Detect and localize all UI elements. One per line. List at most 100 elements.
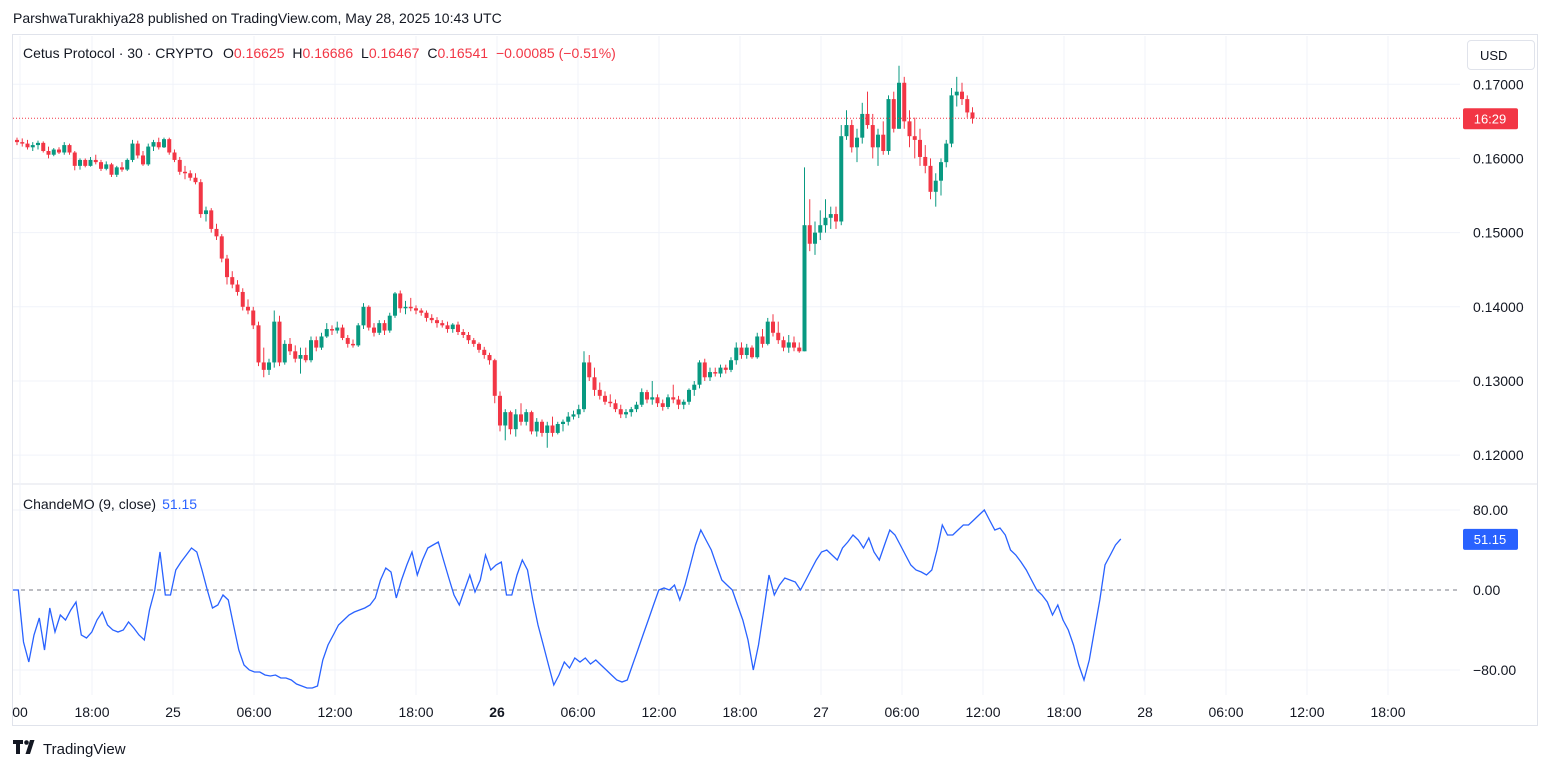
candle-body: [172, 152, 177, 160]
candle-body: [351, 343, 355, 346]
candle-body: [393, 293, 397, 316]
candle-body: [456, 324, 460, 333]
candle-body: [513, 414, 518, 430]
candle-body: [20, 142, 25, 144]
candle-body: [141, 155, 145, 165]
candle-body: [146, 146, 151, 165]
candle-body: [230, 277, 235, 285]
currency-button[interactable]: USD: [1467, 40, 1535, 70]
candle-body: [256, 325, 261, 363]
high-value: 0.16686: [302, 45, 354, 61]
time-axis[interactable]: 00 18:00 25 06:00 12:00 18:00 26 06:00 12:00 18:0…: [12, 704, 1406, 720]
candle-body: [723, 367, 728, 370]
candle-body: [676, 399, 681, 405]
price-axis[interactable]: 0.17000 0.16000 0.15000 0.14000 0.13000 0.120…: [1473, 76, 1524, 463]
candle-body: [618, 409, 623, 415]
candle-body: [792, 342, 796, 348]
candle-body: [797, 347, 802, 352]
candle-body: [78, 159, 82, 166]
candle-body: [681, 401, 686, 405]
candle-body: [765, 321, 770, 344]
candle-body: [697, 362, 702, 385]
candle-body: [267, 362, 271, 370]
candle-body: [492, 360, 497, 396]
candle-body: [692, 384, 697, 390]
time-tick-label: 27: [813, 704, 829, 720]
candle-body: [193, 177, 198, 183]
candle-body: [251, 310, 256, 326]
oscillator-tick-label: 0.00: [1473, 582, 1500, 598]
candle-body: [713, 372, 718, 374]
time-tick-label: 12:00: [317, 704, 352, 720]
candle-body: [72, 152, 77, 166]
oscillator-value-tag-text: 51.15: [1474, 532, 1507, 547]
candle-body: [566, 416, 571, 422]
candle-body: [272, 321, 277, 363]
axis-tags: 16:29 51.15: [1463, 108, 1518, 550]
symbol-name[interactable]: Cetus Protocol · 30 · CRYPTO: [23, 45, 214, 61]
candle-body: [240, 291, 245, 307]
close-value: 0.16541: [437, 45, 489, 61]
time-tick-label: 18:00: [1370, 704, 1405, 720]
candle-body: [545, 425, 550, 433]
candle-body: [57, 149, 61, 153]
oscillator-name: ChandeMO (9, close): [23, 496, 157, 512]
candle-body: [624, 412, 628, 415]
candle-body: [823, 217, 828, 226]
candle-body: [324, 329, 329, 337]
candle-body: [156, 142, 161, 148]
candle-body: [923, 156, 928, 166]
tradingview-logo-text: TradingView: [43, 741, 126, 758]
countdown-tag-text: 16:29: [1474, 111, 1507, 126]
candle-body: [813, 232, 817, 244]
time-tick-label: 06:00: [1208, 704, 1243, 720]
candle-body: [865, 113, 870, 126]
candle-body: [429, 317, 434, 321]
price-tick-label: 0.15000: [1473, 225, 1524, 241]
candle-body: [424, 312, 429, 318]
chandemo-line: [13, 508, 1122, 689]
time-tick-label: 25: [165, 704, 181, 720]
candle-body: [15, 139, 19, 143]
candle-body: [839, 136, 844, 222]
oscillator-tick-label: −80.00: [1473, 662, 1516, 678]
candle-body: [361, 306, 366, 326]
time-tick-label: 12:00: [965, 704, 1000, 720]
time-tick-label: 00: [12, 704, 28, 720]
time-tick-label: 26: [489, 704, 505, 720]
candle-body: [629, 409, 634, 413]
grid-lines: [12, 36, 1538, 695]
price-tick-label: 0.13000: [1473, 373, 1524, 389]
candle-body: [818, 225, 823, 233]
candle-body: [939, 162, 943, 181]
candle-body: [183, 171, 187, 174]
candle-body: [729, 360, 733, 370]
candle-body: [524, 412, 529, 422]
candle-body: [440, 323, 445, 326]
candle-body: [135, 143, 140, 156]
candle-body: [650, 397, 655, 400]
candle-body: [67, 145, 72, 153]
close-label: C: [427, 45, 438, 61]
candle-body: [944, 143, 949, 163]
candle-body: [120, 167, 124, 170]
candle-body: [613, 403, 618, 410]
time-tick-label: 18:00: [74, 704, 109, 720]
oscillator-legend[interactable]: ChandeMO (9, close) 51.15: [23, 496, 197, 512]
candle-body: [897, 82, 901, 129]
candle-body: [25, 143, 30, 148]
candle-body: [540, 421, 544, 433]
candle-body: [41, 142, 46, 152]
time-tick-label: 06:00: [236, 704, 271, 720]
candle-body: [912, 136, 917, 140]
candle-body: [582, 362, 586, 410]
candle-body: [603, 395, 607, 402]
candle-body: [802, 225, 807, 352]
open-label: O: [223, 45, 234, 61]
oscillator-series: [13, 508, 1122, 689]
time-tick-label: 18:00: [722, 704, 757, 720]
oscillator-axis[interactable]: 80.00 0.00 −80.00: [1473, 502, 1516, 678]
time-tick-label: 12:00: [1289, 704, 1324, 720]
tradingview-logo[interactable]: TradingView: [13, 740, 126, 759]
